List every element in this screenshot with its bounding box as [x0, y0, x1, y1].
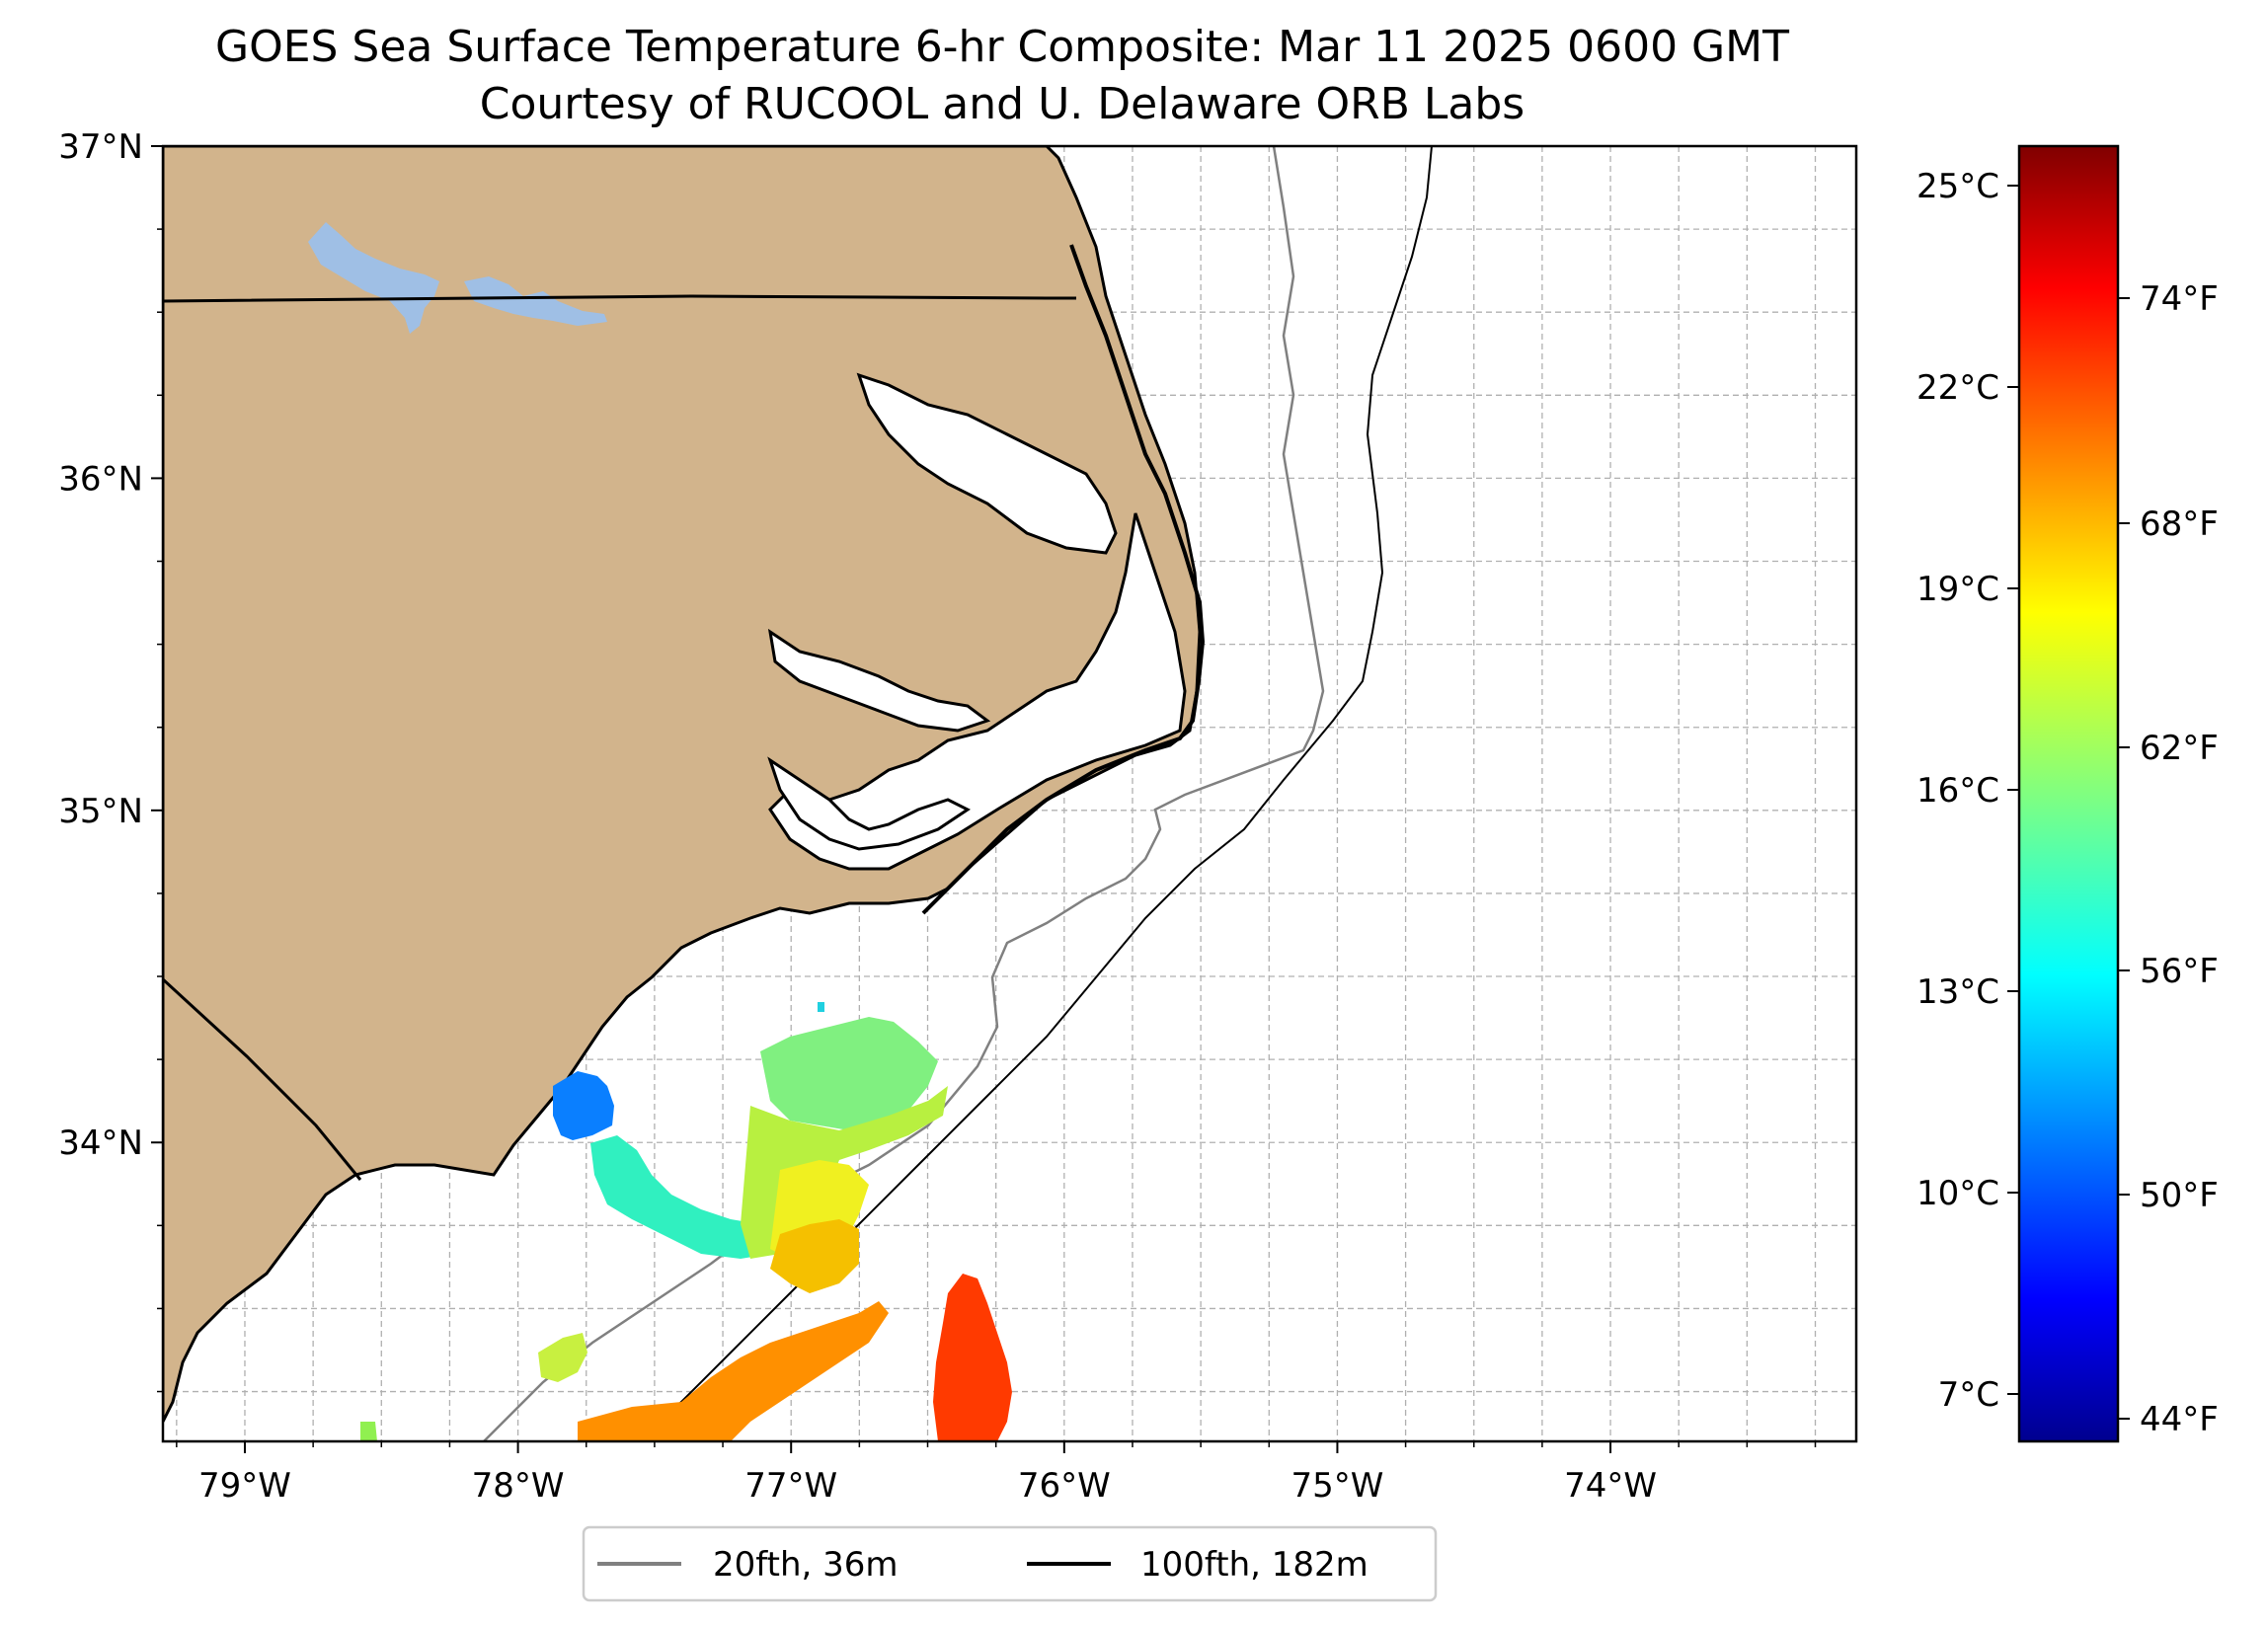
- map-frame: [161, 144, 1858, 1443]
- pamlico-river: [767, 628, 991, 733]
- sst-patch-cyan-dot: [818, 1002, 824, 1012]
- y-tick-label: 35°N: [58, 792, 143, 831]
- map-ticks: 79°W 78°W 77°W 76°W 75°W 74°W 37°N 36°N 35°N 34°N: [58, 127, 1817, 1506]
- celsius-tick-label: 7°C: [1938, 1375, 1999, 1415]
- albemarle-sound: [856, 372, 1118, 555]
- fahrenheit-tick-label: 44°F: [2140, 1400, 2219, 1439]
- chart-title-line2: Courtesy of RUCOOL and U. Delaware ORB L…: [479, 79, 1525, 129]
- lake-gaston: [464, 276, 607, 326]
- x-tick-label: 74°W: [1564, 1466, 1657, 1506]
- x-tick-label: 75°W: [1290, 1466, 1383, 1506]
- neuse-river: [767, 756, 971, 851]
- legend-label-20fth: 20fth, 36m: [713, 1545, 899, 1585]
- celsius-tick-label: 10°C: [1916, 1174, 1999, 1213]
- celsius-tick-label: 16°C: [1916, 771, 1999, 811]
- celsius-tick-label: 19°C: [1916, 570, 1999, 609]
- y-tick-label: 36°N: [58, 459, 143, 499]
- y-tick-label: 37°N: [58, 127, 143, 167]
- va-nc-border: [163, 294, 1076, 303]
- x-tick-label: 78°W: [472, 1466, 565, 1506]
- celsius-tick-label: 13°C: [1916, 972, 1999, 1012]
- fahrenheit-tick-label: 68°F: [2140, 504, 2219, 544]
- fahrenheit-tick-label: 74°F: [2140, 279, 2219, 319]
- legend-label-100fth: 100fth, 182m: [1140, 1545, 1369, 1585]
- celsius-tick-label: 25°C: [1916, 167, 1999, 206]
- fahrenheit-tick-label: 62°F: [2140, 729, 2219, 768]
- legend-box: [582, 1525, 1438, 1602]
- fahrenheit-tick-label: 56°F: [2140, 952, 2219, 991]
- x-tick-label: 79°W: [198, 1466, 291, 1506]
- kerr-lake: [308, 222, 439, 334]
- sst-patch-green: [760, 1017, 938, 1130]
- x-tick-label: 77°W: [744, 1466, 837, 1506]
- colorbar-ticks: 25°C 22°C 19°C 16°C 13°C 10°C 7°C 74°F 68°F 62°F 5…: [1916, 167, 2219, 1439]
- y-tick-label: 34°N: [58, 1123, 143, 1163]
- pamlico-sound: [768, 512, 1187, 871]
- x-tick-label: 76°W: [1018, 1466, 1111, 1506]
- colorbar: [2017, 144, 2120, 1443]
- outer-banks: [921, 244, 1206, 915]
- celsius-tick-label: 22°C: [1916, 368, 1999, 408]
- chart-title-line1: GOES Sea Surface Temperature 6-hr Compos…: [214, 22, 1789, 72]
- legend: 20fth, 36m 100fth, 182m: [582, 1525, 1438, 1602]
- fahrenheit-tick-label: 50°F: [2140, 1176, 2219, 1215]
- sst-patch-green-small: [538, 1333, 587, 1382]
- sst-patch-gold: [770, 1219, 859, 1293]
- nc-sc-border: [163, 977, 362, 1181]
- sst-patch-orange: [578, 1301, 889, 1441]
- sst-patch-cyan-green: [590, 1135, 780, 1259]
- sst-patch-red: [933, 1274, 1012, 1441]
- sst-patch-blue: [553, 1071, 614, 1140]
- sst-patch-green-tiny: [360, 1422, 377, 1441]
